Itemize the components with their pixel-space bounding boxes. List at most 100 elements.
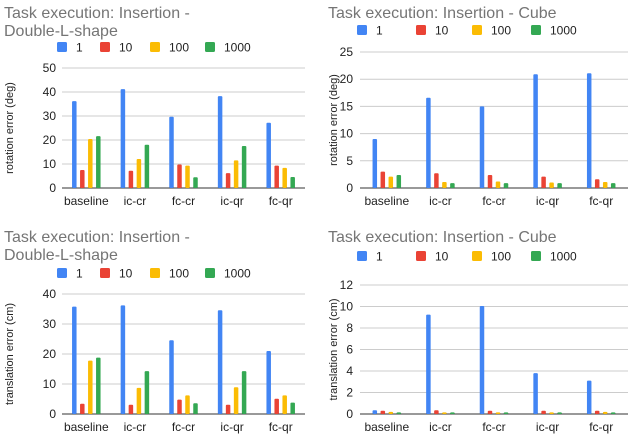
y-tick-label: 30 [43, 109, 57, 123]
chart-title: Double-L-shape [4, 247, 118, 264]
chart-panel-1: Task execution: Insertion -Double-L-shap… [4, 5, 305, 208]
y-tick-label: 10 [43, 377, 57, 391]
legend-label-100: 100 [169, 267, 189, 281]
bar-fc-qr-10 [274, 398, 279, 414]
bar-baseline-100 [88, 360, 93, 414]
bar-fc-qr-1000 [610, 183, 616, 188]
chart-title: Double-L-shape [4, 23, 118, 40]
bar-ic-qr-10 [541, 410, 546, 414]
bar-ic-qr-1000 [557, 412, 562, 414]
bar-fc-qr-1000 [290, 176, 295, 188]
legend-label-1: 1 [76, 41, 83, 55]
bar-baseline-10 [380, 171, 386, 188]
bar-ic-qr-10 [225, 404, 231, 414]
y-tick-label: 20 [43, 347, 57, 361]
bar-ic-cr-1 [120, 89, 126, 188]
bar-ic-cr-10 [128, 170, 134, 188]
bar-fc-qr-1000 [610, 412, 616, 414]
bar-baseline-1 [372, 410, 378, 414]
x-tick-label: ic-cr [429, 420, 452, 434]
chart-title: Task execution: Insertion - Cube [328, 229, 557, 246]
x-tick-label: baseline [364, 420, 409, 434]
y-tick-label: 10 [43, 157, 57, 171]
x-tick-label: ic-cr [124, 194, 147, 208]
y-tick-label: 40 [43, 85, 57, 99]
chart-title: Task execution: Insertion - [4, 229, 190, 246]
bar-fc-cr-1 [479, 305, 485, 414]
legend-label-100: 100 [169, 41, 189, 55]
legend-label-1000: 1000 [224, 267, 251, 281]
bar-fc-cr-100 [185, 165, 190, 188]
y-tick-label: 8 [346, 321, 353, 335]
x-tick-label: ic-qr [536, 194, 559, 208]
bar-baseline-1000 [96, 357, 101, 414]
y-tick-label: 40 [43, 287, 57, 301]
chart-panel-3: Task execution: Insertion -Double-L-shap… [4, 229, 305, 434]
y-tick-label: 25 [340, 45, 354, 59]
y-tick-label: 20 [43, 133, 57, 147]
bar-fc-cr-1000 [503, 183, 509, 188]
bar-fc-cr-1 [169, 340, 174, 414]
chart-title: Task execution: Insertion - [4, 5, 190, 22]
bar-fc-cr-10 [177, 399, 182, 414]
y-tick-label: 12 [340, 278, 354, 292]
x-tick-label: fc-qr [269, 420, 293, 434]
legend-label-1000: 1000 [224, 41, 251, 55]
legend-swatch-1 [57, 268, 67, 278]
bar-ic-cr-10 [434, 173, 439, 188]
bar-fc-cr-1000 [193, 403, 198, 414]
bar-baseline-1000 [396, 412, 402, 414]
x-tick-label: ic-cr [124, 420, 147, 434]
y-tick-label: 0 [49, 407, 56, 421]
bar-fc-qr-1000 [290, 402, 295, 414]
legend-swatch-1000 [531, 25, 541, 35]
x-tick-label: fc-cr [482, 420, 505, 434]
bar-fc-qr-100 [282, 395, 287, 414]
y-axis-label: translation error (cm) [328, 298, 340, 400]
y-tick-label: 0 [346, 407, 353, 421]
x-tick-label: baseline [64, 420, 109, 434]
bar-fc-cr-10 [487, 174, 493, 188]
bar-ic-qr-100 [233, 160, 239, 188]
legend-swatch-10 [100, 42, 110, 52]
bar-fc-cr-10 [487, 410, 493, 414]
legend-label-10: 10 [119, 41, 133, 55]
x-tick-label: ic-cr [429, 194, 452, 208]
x-tick-label: fc-qr [589, 420, 613, 434]
legend-label-1: 1 [376, 250, 383, 264]
bar-ic-cr-1000 [144, 144, 150, 188]
bar-ic-qr-1 [217, 310, 223, 414]
y-axis-label: rotation error (deg) [328, 74, 340, 166]
bar-ic-cr-100 [442, 412, 447, 414]
bar-ic-cr-1000 [144, 371, 150, 414]
bar-fc-qr-1 [586, 380, 592, 414]
bar-ic-cr-10 [434, 410, 439, 414]
x-tick-label: fc-qr [589, 194, 613, 208]
bar-baseline-1000 [396, 174, 402, 188]
y-tick-label: 20 [340, 72, 354, 86]
y-tick-label: 4 [346, 364, 353, 378]
bar-baseline-1 [72, 306, 77, 414]
legend-swatch-1 [357, 251, 367, 261]
legend-swatch-10 [416, 251, 426, 261]
bar-ic-cr-10 [128, 404, 134, 414]
bar-ic-qr-1000 [557, 183, 562, 188]
legend-swatch-100 [150, 42, 160, 52]
bar-ic-qr-10 [541, 176, 546, 188]
bar-baseline-10 [80, 170, 85, 188]
bar-fc-cr-100 [185, 395, 190, 414]
legend-swatch-100 [472, 25, 482, 35]
bar-baseline-100 [388, 176, 394, 188]
bar-ic-qr-100 [549, 412, 554, 414]
x-tick-label: fc-cr [482, 194, 505, 208]
bar-baseline-10 [380, 410, 386, 414]
x-tick-label: fc-cr [172, 194, 195, 208]
bar-fc-cr-1000 [503, 412, 509, 414]
x-tick-label: ic-qr [220, 420, 243, 434]
legend-swatch-10 [100, 268, 110, 278]
y-tick-label: 30 [43, 317, 57, 331]
bar-fc-cr-100 [495, 181, 501, 188]
bar-ic-cr-1 [120, 305, 126, 414]
